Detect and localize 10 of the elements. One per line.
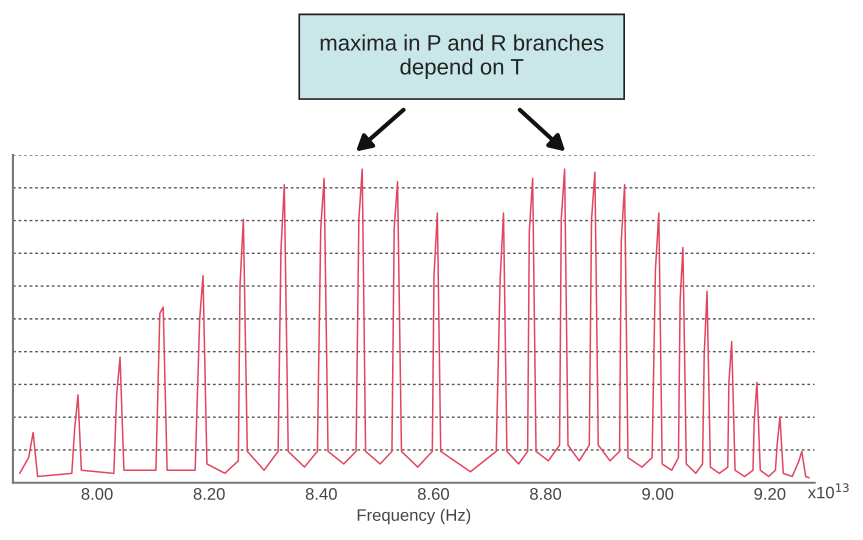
x-axis-title: Frequency (Hz) bbox=[358, 508, 470, 524]
x-tick-label: 8.80 bbox=[530, 488, 562, 500]
x-tick-label: 9.00 bbox=[642, 488, 674, 500]
text: x10$^{13}$ bbox=[808, 483, 849, 498]
x-tick-label: 8.40 bbox=[306, 488, 337, 500]
x-tick-label: 9.20 bbox=[754, 488, 786, 500]
x-tick-label: 8.60 bbox=[418, 488, 449, 500]
x-tick-label: 8.20 bbox=[194, 488, 225, 500]
text: maxima in P and R branches depend on T bbox=[320, 34, 604, 80]
x-tick-label: 8.00 bbox=[82, 488, 113, 500]
